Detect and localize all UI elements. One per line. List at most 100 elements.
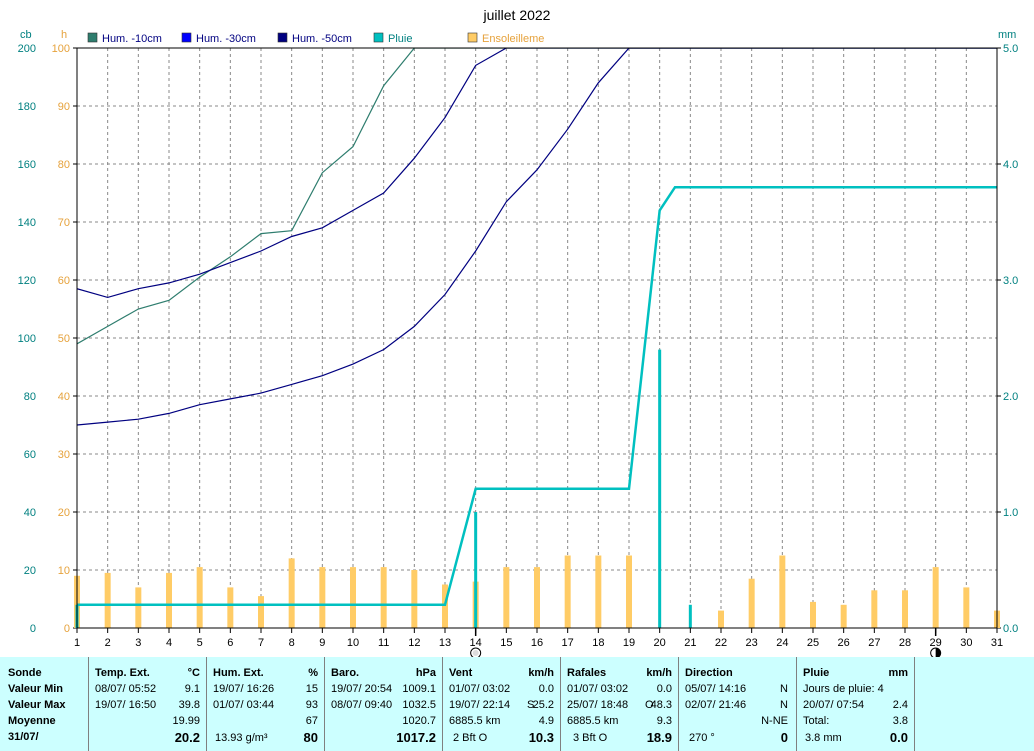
sunshine-bar — [748, 578, 755, 628]
hum-abs: 13.93 g/m³ — [215, 732, 268, 744]
label-current: 31/07/ — [8, 731, 39, 743]
y-tick-label-h: 100 — [52, 43, 70, 55]
moon-shade — [472, 650, 479, 656]
sunshine-bar — [258, 596, 264, 628]
vent-distance: 6885.5 km — [449, 715, 501, 727]
hum-current: 80 — [303, 730, 318, 745]
baro-max-value: 1032.5 — [402, 699, 436, 711]
hum-unit: % — [308, 667, 318, 679]
unit-cb: cb — [20, 29, 32, 41]
x-tick-label: 30 — [960, 637, 972, 649]
y-tick-label-cb: 100 — [18, 333, 36, 345]
sonde-header: Sonde — [8, 667, 42, 679]
pluie-month: 3.8 mm — [805, 732, 842, 744]
x-tick-label: 7 — [258, 637, 264, 649]
sunshine-bar — [595, 555, 602, 628]
stats-col-rafales: Rafales km/h 01/07/ 03:02 0.0 25/07/ 18:… — [560, 657, 678, 751]
rafales-min-time: 01/07/ 03:02 — [567, 683, 629, 695]
temp-avg: 19.99 — [172, 715, 200, 727]
sunshine-bar — [350, 567, 356, 628]
y-tick-label-h: 30 — [58, 449, 70, 461]
x-tick-label: 4 — [166, 637, 172, 649]
sunshine-bar — [319, 567, 326, 628]
temp-min-time: 08/07/ 05:52 — [95, 683, 157, 695]
stats-col-vent: Vent km/h 01/07/ 03:02 0.0 19/07/ 22:14 … — [442, 657, 560, 751]
hum-max-time: 01/07/ 03:44 — [213, 699, 275, 711]
vent-max-dir: S — [527, 699, 535, 711]
x-tick-label: 10 — [347, 637, 359, 649]
sunshine-bar — [534, 567, 540, 628]
x-tick-label: 29 — [930, 637, 942, 649]
unit-h: h — [61, 29, 67, 41]
sunshine-bar — [411, 570, 418, 628]
hum-avg: 67 — [305, 715, 318, 727]
x-tick-label: 26 — [838, 637, 850, 649]
stats-col-temp: Temp. Ext. °C 08/07/ 05:52 9.1 19/07/ 16… — [88, 657, 206, 751]
pluie-total-label: Total: — [803, 715, 830, 727]
y-tick-label-h: 90 — [58, 101, 70, 113]
y-tick-label-mm: 2.0 — [1003, 391, 1018, 403]
x-tick-label: 27 — [868, 637, 880, 649]
temp-min-value: 9.1 — [184, 683, 200, 695]
sunshine-bar — [810, 601, 816, 628]
vent-unit: km/h — [528, 667, 554, 679]
label-avg: Moyenne — [8, 715, 56, 727]
pluie-header: Pluie — [803, 667, 830, 679]
temp-header: Temp. Ext. — [95, 667, 150, 679]
stats-col-empty — [914, 657, 1034, 751]
vent-min-value: 0.0 — [538, 683, 554, 695]
sunshine-bar — [166, 572, 172, 628]
unit-mm: mm — [998, 29, 1016, 41]
x-tick-label: 28 — [899, 637, 911, 649]
stats-col-pluie: Pluie mm Jours de pluie: 4 20/07/ 07:54 … — [796, 657, 914, 751]
moon-shade — [935, 648, 941, 657]
y-tick-label-cb: 60 — [24, 449, 36, 461]
temp-max-time: 19/07/ 16:50 — [95, 699, 157, 711]
vent-min-time: 01/07/ 03:02 — [449, 683, 511, 695]
x-tick-label: 23 — [746, 637, 758, 649]
hum-max-value: 93 — [305, 699, 318, 711]
x-tick-label: 8 — [289, 637, 295, 649]
x-tick-label: 19 — [623, 637, 635, 649]
y-tick-label-cb: 200 — [18, 43, 36, 55]
sunshine-bar — [840, 604, 847, 628]
x-tick-label: 13 — [439, 637, 451, 649]
legend-swatch — [277, 32, 288, 43]
x-tick-label: 11 — [378, 637, 389, 649]
legend-label: Ensoleilleme — [482, 33, 544, 45]
x-tick-label: 1 — [74, 637, 80, 649]
stats-col-hum: Hum. Ext. % 19/07/ 16:26 15 01/07/ 03:44… — [206, 657, 324, 751]
sunshine-bar — [196, 567, 203, 628]
pluie-max-time: 20/07/ 07:54 — [803, 699, 865, 711]
y-tick-label-h: 20 — [58, 507, 70, 519]
pluie-jours: Jours de pluie: 4 — [803, 683, 884, 695]
legend-label: Hum. -10cm — [102, 33, 162, 45]
x-tick-label: 12 — [408, 637, 420, 649]
sunshine-bar — [871, 590, 878, 628]
y-tick-label-h: 60 — [58, 275, 70, 287]
baro-avg: 1020.7 — [402, 715, 436, 727]
baro-min-time: 19/07/ 20:54 — [331, 683, 393, 695]
x-tick-label: 6 — [227, 637, 233, 649]
sunshine-bar — [718, 610, 724, 628]
rafales-max-value: 48.3 — [650, 699, 672, 711]
x-tick-label: 31 — [991, 637, 1003, 649]
rafales-max-dir: O — [645, 699, 654, 711]
sunshine-bar — [380, 567, 387, 628]
legend-swatch — [467, 32, 478, 43]
y-tick-label-cb: 180 — [18, 101, 36, 113]
legend-swatch — [87, 32, 98, 43]
x-tick-label: 5 — [197, 637, 203, 649]
pluie-total-value: 3.8 — [892, 715, 908, 727]
rafales-header: Rafales — [567, 667, 607, 679]
x-tick-label: 14 — [470, 637, 482, 649]
vent-max-value: 25.2 — [532, 699, 554, 711]
y-tick-label-mm: 5.0 — [1003, 43, 1018, 55]
rafales-max-time: 25/07/ 18:48 — [567, 699, 629, 711]
sunshine-bar — [779, 555, 786, 628]
x-tick-label: 16 — [531, 637, 543, 649]
dir-min-time: 05/07/ 14:16 — [685, 683, 747, 695]
y-tick-label-mm: 4.0 — [1003, 159, 1018, 171]
rafales-bft: 3 Bft O — [573, 732, 608, 744]
hum-min-value: 15 — [305, 683, 318, 695]
